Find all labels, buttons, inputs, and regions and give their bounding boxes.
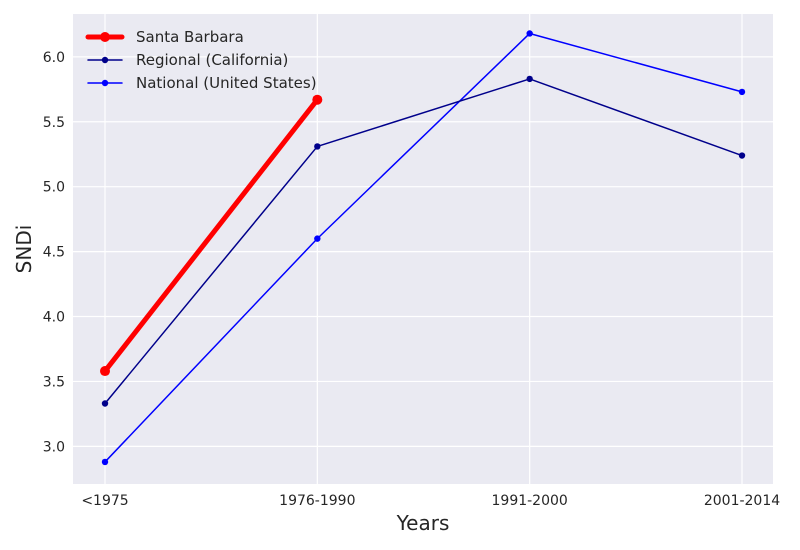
- data-point: [100, 366, 110, 377]
- legend-item: National (United States): [87, 74, 317, 92]
- y-tick-label: 4.0: [43, 310, 65, 326]
- grid: [73, 14, 773, 484]
- data-point: [314, 235, 321, 242]
- legend-label: National (United States): [136, 74, 317, 92]
- y-tick-label: 4.5: [43, 245, 65, 261]
- legend-marker: [100, 32, 110, 42]
- series-1: [101, 75, 746, 407]
- series-line: [104, 78, 743, 405]
- data-point: [312, 94, 323, 105]
- legend-marker: [101, 56, 109, 64]
- legend: Santa Barbara Regional (California) Nation…: [85, 28, 317, 92]
- x-axis-title: Years: [396, 511, 450, 535]
- x-tick-label: 1991-2000: [492, 493, 568, 509]
- plot-background: [73, 14, 773, 484]
- legend-label: Santa Barbara: [136, 28, 244, 46]
- x-tick-label: <1975: [81, 493, 128, 509]
- data-point: [101, 400, 109, 407]
- data-point: [526, 30, 533, 37]
- data-point: [526, 75, 533, 83]
- data-point: [101, 458, 109, 466]
- y-tick-label: 6.0: [43, 50, 65, 66]
- data-point: [738, 152, 746, 159]
- data-point: [738, 88, 746, 96]
- legend-label: Regional (California): [136, 51, 288, 69]
- y-tick-label: 3.0: [43, 439, 65, 455]
- series-0: [100, 94, 323, 377]
- x-tick-labels: <1975 1976-1990 1991-2000 2001-2014: [81, 493, 780, 509]
- legend-marker: [101, 79, 109, 87]
- series-line: [104, 32, 743, 463]
- legend-item: Regional (California): [87, 51, 288, 69]
- y-tick-label: 5.0: [43, 180, 65, 196]
- y-tick-label: 3.5: [43, 374, 65, 390]
- y-tick-labels: 3.0 3.5 4.0 4.5 5.0 5.5 6.0: [43, 50, 65, 456]
- x-tick-label: 1976-1990: [279, 493, 355, 509]
- series-group: [100, 30, 746, 466]
- data-point: [314, 143, 321, 150]
- legend-item: Santa Barbara: [85, 28, 244, 46]
- y-axis-title: SNDi: [12, 225, 36, 274]
- series-line: [102, 97, 320, 374]
- y-tick-label: 5.5: [43, 115, 65, 131]
- x-tick-label: 2001-2014: [704, 493, 780, 509]
- series-2: [101, 30, 746, 466]
